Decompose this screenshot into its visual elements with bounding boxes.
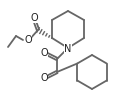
Text: O: O bbox=[24, 35, 32, 45]
Text: O: O bbox=[30, 13, 38, 23]
Text: O: O bbox=[40, 73, 48, 83]
Text: O: O bbox=[40, 48, 48, 58]
Text: N: N bbox=[64, 44, 72, 54]
